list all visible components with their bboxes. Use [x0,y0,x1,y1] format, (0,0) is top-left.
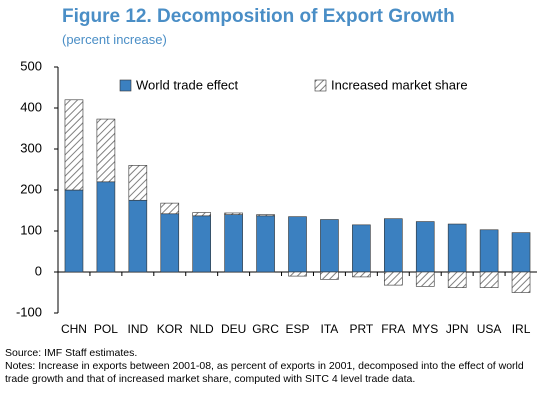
bar-segment [64,189,84,273]
bar-segment [192,215,211,273]
bar-segment [415,221,435,273]
bar-segment [64,99,84,191]
x-tick-label: KOR [157,322,183,336]
notes: Notes: Increase in exports between 2001-… [5,360,524,385]
bar-segment [256,214,275,217]
footnotes: Source: IMF Staff estimates. Notes: Incr… [5,347,535,386]
x-tick-label: NLD [190,322,214,336]
x-tick-label: ESP [285,322,309,336]
x-tick-label: CHN [61,322,87,336]
x-tick-label: PRT [349,322,373,336]
bar-segment [447,223,467,273]
bar-segment [352,224,371,273]
bar-segment [352,271,371,278]
bar-segment [479,229,499,273]
y-tick-label: 200 [20,181,42,196]
bar-segment [224,212,243,215]
y-tick-label: 0 [35,263,42,278]
bar-segment [192,212,211,217]
bar-segment [320,271,339,280]
chart-subtitle: (percent increase) [62,32,167,47]
bar-segment [288,271,307,277]
bar-segment [288,216,307,273]
x-tick-label: DEU [221,322,246,336]
bar-segment [479,271,499,288]
bar-segment [160,213,180,273]
y-tick-label: 500 [20,58,42,73]
chart-title: Figure 12. Decomposition of Export Growt… [62,6,455,27]
chart: -100 0 100 200 300 400 500 CHN POL IND KOR NLD DEU GR… [16,58,537,336]
bar-segment [96,118,116,183]
x-tick-label: POL [94,322,118,336]
x-tick-label: FRA [381,322,405,336]
legend-label: World trade effect [136,77,239,92]
source: Source: IMF Staff estimates. [5,347,138,359]
y-tick-label: 400 [20,99,42,114]
bar-segment [511,232,531,273]
bar-segment [511,271,531,293]
bar-segment [160,202,180,215]
bar-segment [224,214,243,273]
legend-swatch [314,79,327,92]
bar-segment [447,271,467,288]
legend-swatch [119,79,132,92]
x-tick-label: IND [127,322,148,336]
legend-label: Increased market share [331,77,468,92]
x-tick-label: GRC [252,322,279,336]
bar-segment [128,165,148,201]
bar-segment [320,219,339,273]
x-tick-label: JPN [446,322,469,336]
x-tick-label: IRL [512,322,531,336]
bar-segment [383,271,403,286]
x-tick-label: USA [477,322,502,336]
y-tick-label: -100 [16,304,42,319]
bar-segment [256,215,275,273]
bar-segment [383,218,403,273]
x-tick-label: MYS [412,322,438,336]
y-tick-label: 100 [20,222,42,237]
bar-segment [415,271,435,287]
y-tick-label: 300 [20,140,42,155]
bar-segment [96,181,116,273]
bar-segment [128,199,148,273]
x-tick-label: ITA [321,322,339,336]
